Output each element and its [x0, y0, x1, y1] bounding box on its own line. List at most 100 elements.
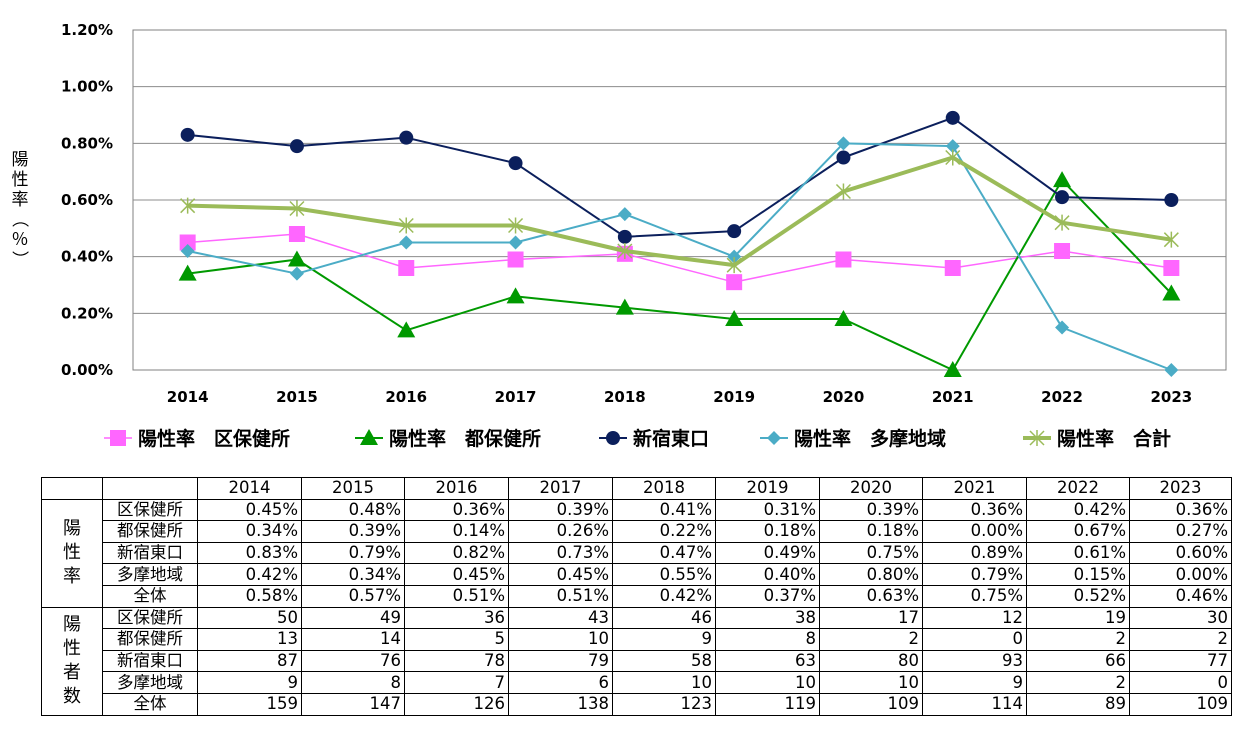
data-point	[726, 257, 742, 274]
data-point	[945, 110, 960, 125]
data-point	[1054, 214, 1070, 231]
table-cell: 159	[197, 692, 302, 716]
table-cell: 0.37%	[715, 584, 820, 608]
data-point	[615, 298, 634, 315]
data-point	[289, 139, 304, 154]
table-cell: 0.49%	[715, 541, 820, 565]
table-cell: 12	[922, 606, 1027, 630]
table-row-label: 多摩地域	[102, 563, 198, 586]
legend-label: 陽性率 多摩地域	[794, 427, 946, 450]
data-point	[397, 321, 416, 338]
table-cell: 0.52%	[1026, 584, 1130, 608]
data-point	[1162, 284, 1181, 301]
table-year-header: 2017	[508, 477, 613, 500]
x-tick-label: 2014	[167, 388, 209, 406]
table-cell: 30	[1129, 606, 1232, 630]
table-cell: 0.46%	[1129, 584, 1232, 608]
table-cell: 0	[1129, 671, 1232, 694]
table-cell: 0.18%	[819, 520, 923, 543]
table-cell: 0.63%	[819, 584, 923, 608]
table-cell: 0.22%	[612, 520, 716, 543]
line-chart: 0.00% 0.20% 0.40% 0.60% 0.80% 1.00% 1.20% 2014…	[9, 21, 1227, 450]
table-cell: 17	[819, 606, 923, 630]
data-point	[726, 274, 743, 291]
data-point	[1055, 190, 1070, 205]
data-point	[836, 136, 851, 151]
data-point	[1029, 430, 1045, 446]
table-year-header: 2022	[1026, 477, 1130, 500]
table-cell: 0.58%	[197, 584, 302, 608]
x-tick-label: 2020	[823, 388, 865, 406]
table-cell: 0.42%	[1026, 498, 1130, 522]
series-line-3	[180, 110, 1179, 244]
data-point	[617, 243, 633, 259]
table-cell: 36	[404, 606, 509, 630]
table-year-header: 2020	[819, 477, 923, 500]
table-row: 全体 159 147 126 138 123 119 109 114 89 109	[42, 692, 1232, 716]
table-cell: 6	[508, 671, 613, 694]
y-axis-label: 陽性率（ ％）	[9, 150, 29, 268]
series-layer	[178, 110, 1181, 377]
table-year-header: 2016	[404, 477, 509, 500]
table-row-label: 全体	[102, 584, 198, 608]
table-row-label: 新宿東口	[102, 649, 198, 673]
series-line	[187, 233, 1172, 283]
y-axis-ticks: 0.00% 0.20% 0.40% 0.60% 0.80% 1.00% 1.20%	[61, 21, 113, 379]
data-point	[1054, 243, 1071, 259]
table-cell: 77	[1129, 649, 1232, 673]
table-cell: 8	[301, 671, 405, 694]
data-point	[945, 149, 961, 166]
table-cell: 58	[612, 649, 716, 673]
table-row: 新宿東口 0.83% 0.79% 0.82% 0.73% 0.47% 0.49% 0.75% 0…	[42, 541, 1232, 565]
table-cell: 89	[1026, 692, 1130, 716]
table-corner-cell	[41, 477, 103, 500]
table-cell: 147	[301, 692, 405, 716]
table-year-header: 2014	[197, 477, 302, 500]
table-cell: 0.89%	[922, 541, 1027, 565]
data-point	[606, 431, 620, 445]
table-header-row: 2014 2015 2016 2017 2018 2019 2020 2021 2022 2023	[41, 477, 1232, 500]
table-cell: 76	[301, 649, 405, 673]
table-cell: 2	[819, 628, 923, 651]
table-cell: 0.41%	[612, 498, 716, 522]
y-tick-label: 0.80%	[61, 134, 113, 152]
data-point	[508, 156, 523, 171]
data-point	[835, 183, 851, 200]
table-cell: 10	[508, 628, 613, 651]
table-cell: 0.42%	[612, 584, 716, 608]
data-point	[1164, 193, 1179, 207]
table-cell: 9	[922, 671, 1027, 694]
series-line-5	[180, 149, 1179, 274]
data-point	[360, 429, 378, 445]
table-cell: 10	[819, 671, 923, 694]
table-cell: 0.57%	[301, 584, 405, 608]
legend-item: 陽性率 区保健所	[104, 427, 290, 450]
table-cell: 0.47%	[612, 541, 716, 565]
table-cell: 8	[715, 628, 820, 651]
data-point	[179, 234, 196, 251]
table-cell: 0.55%	[612, 563, 716, 586]
table-row-label: 区保健所	[102, 606, 198, 630]
series-line-4	[180, 136, 1179, 377]
data-point	[617, 229, 632, 244]
table-row-label: 都保健所	[102, 520, 198, 543]
table-cell: 0.36%	[1129, 498, 1232, 522]
data-point	[180, 244, 195, 258]
table-cell: 2	[1026, 671, 1130, 694]
table-cell: 9	[612, 628, 716, 651]
y-axis-label-char: ）	[9, 251, 29, 268]
table-cell: 0.83%	[197, 541, 302, 565]
table-cell: 78	[404, 649, 509, 673]
data-point	[834, 310, 853, 326]
x-axis-ticks: 2014 2015 2016 2017 2018 2019 2020 2021 2022 2023	[167, 388, 1192, 406]
table-cell: 9	[197, 671, 302, 694]
y-axis-label-char: （	[9, 211, 29, 228]
data-point	[508, 217, 524, 234]
data-table: 2014 2015 2016 2017 2018 2019 2020 2021 2022 2023…	[41, 477, 1232, 716]
data-point	[1053, 171, 1072, 188]
table-cell: 0.45%	[197, 498, 302, 522]
table-row: 多摩地域 0.42% 0.34% 0.45% 0.45% 0.55% 0.40% 0.80% 0…	[42, 563, 1232, 586]
table-year-header: 2023	[1129, 477, 1232, 500]
data-point	[945, 139, 960, 154]
legend-item: 陽性率 合計	[1023, 427, 1171, 450]
